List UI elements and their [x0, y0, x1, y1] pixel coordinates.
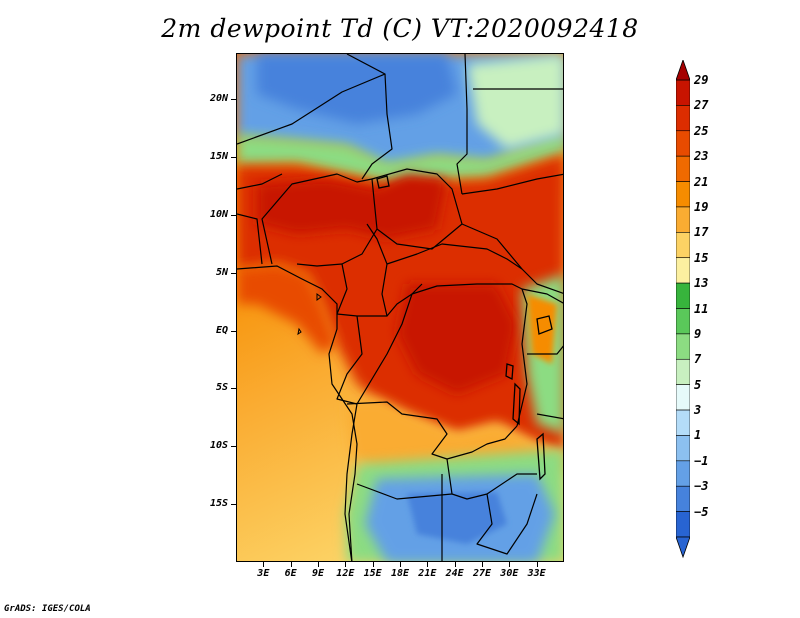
colorbar-segment	[676, 130, 690, 157]
colorbar-label: 17	[694, 225, 709, 240]
colorbar-segment	[676, 485, 690, 512]
north-east-light-zone	[467, 54, 563, 149]
coastline	[237, 265, 358, 561]
colorbar-segment	[676, 333, 690, 360]
southern-very-dry-zone	[407, 492, 507, 544]
colorbar-segment	[676, 435, 690, 462]
colorbar-segment	[676, 511, 690, 538]
lat-tick-label: 10N	[209, 208, 228, 220]
lon-tick-label: 18E	[390, 568, 410, 579]
lon-tick-label: 15E	[363, 568, 382, 579]
colorbar-label: 9	[694, 326, 702, 341]
colorbar-label: 1	[694, 428, 702, 443]
lon-tick-label: 27E	[472, 568, 492, 579]
sahel-green-band	[237, 134, 563, 184]
sahara-very-dry-zone	[257, 54, 457, 124]
colorbar-bottom-arrow	[676, 536, 690, 559]
lon-tick-mark	[318, 562, 319, 567]
lon-tick-mark	[427, 562, 429, 567]
lon-tick-label: 33E	[527, 568, 546, 579]
lat-tick-label: 20N	[209, 93, 228, 105]
islands	[297, 293, 322, 336]
dewpoint-map	[237, 54, 563, 561]
lon-tick-mark	[536, 562, 538, 567]
lat-tick-mark	[231, 388, 236, 390]
colorbar-label: 23	[694, 149, 709, 164]
colorbar-segment	[676, 155, 690, 182]
lon-tick-label: 6E	[284, 568, 297, 579]
colorbar-segment	[676, 181, 690, 208]
lat-tick-mark	[231, 214, 236, 216]
lat-tick-label: 5N	[215, 266, 228, 278]
lat-tick-mark	[231, 99, 236, 101]
colorbar	[676, 60, 690, 559]
colorbar-label: −5	[694, 504, 709, 519]
colorbar-segment	[676, 105, 690, 132]
colorbar-segment	[676, 282, 690, 309]
colorbar-label: 27	[694, 98, 709, 113]
lat-tick-mark	[231, 330, 236, 332]
colorbar-top-arrow	[676, 60, 690, 81]
lon-tick-mark	[263, 562, 265, 567]
lon-tick-label: 3E	[257, 568, 270, 579]
lat-tick-label: 15N	[209, 151, 228, 163]
colorbar-segment	[676, 384, 690, 411]
lon-tick-mark	[345, 562, 347, 567]
lat-tick-mark	[231, 272, 236, 274]
very-humid-core-congo	[397, 284, 517, 394]
lon-tick-mark	[509, 562, 511, 567]
colorbar-segment	[676, 308, 690, 335]
colorbar-label: 15	[694, 250, 709, 265]
colorbar-label: −1	[694, 453, 709, 468]
colorbar-label: −3	[694, 479, 709, 494]
lat-tick-label: 10S	[209, 440, 228, 452]
colorbar-label: 25	[694, 123, 709, 138]
colorbar-label: 3	[694, 403, 702, 418]
lon-tick-mark	[454, 562, 456, 567]
lon-tick-mark	[482, 562, 483, 567]
colorbar-label: 21	[694, 174, 709, 189]
colorbar-segment	[676, 358, 690, 385]
lon-tick-label: 21E	[418, 568, 437, 579]
colorbar-label: 29	[694, 73, 709, 87]
lon-tick-mark	[290, 562, 292, 567]
colorbar-segment	[676, 232, 690, 259]
colorbar-segment	[676, 460, 690, 487]
lat-tick-mark	[231, 504, 236, 506]
chart-title: 2m dewpoint Td (C) VT:2020092418	[161, 14, 639, 43]
rift-valley-zone	[527, 294, 557, 364]
lat-tick-label: 15S	[209, 498, 228, 510]
colorbar-label: 7	[694, 352, 702, 367]
lon-tick-label: 24E	[445, 568, 464, 579]
lat-tick-mark	[231, 157, 236, 159]
credit-label: GrADS: IGES/COLA	[4, 604, 91, 614]
lon-tick-label: 12E	[336, 568, 355, 579]
lon-tick-label: 9E	[311, 568, 325, 579]
colorbar-label: 19	[694, 199, 709, 214]
colorbar-label: 13	[694, 276, 709, 291]
colorbar-segment	[676, 206, 690, 233]
coastal-orange-zone	[237, 264, 337, 354]
lat-tick-mark	[231, 446, 236, 448]
very-humid-core-north	[257, 174, 447, 239]
lakes	[376, 175, 553, 481]
colorbar-label: 5	[694, 377, 702, 392]
colorbar-segment	[676, 79, 690, 106]
colorbar-segment	[676, 257, 690, 284]
country-borders	[237, 54, 563, 561]
lat-tick-label: 5S	[215, 382, 228, 394]
lon-tick-mark	[372, 562, 374, 567]
lon-tick-mark	[400, 562, 401, 567]
map-plot-area	[236, 53, 564, 562]
colorbar-segment	[676, 409, 690, 436]
lat-tick-label: EQ	[215, 324, 228, 336]
lon-tick-label: 30E	[500, 568, 519, 579]
colorbar-label: 11	[694, 301, 709, 316]
